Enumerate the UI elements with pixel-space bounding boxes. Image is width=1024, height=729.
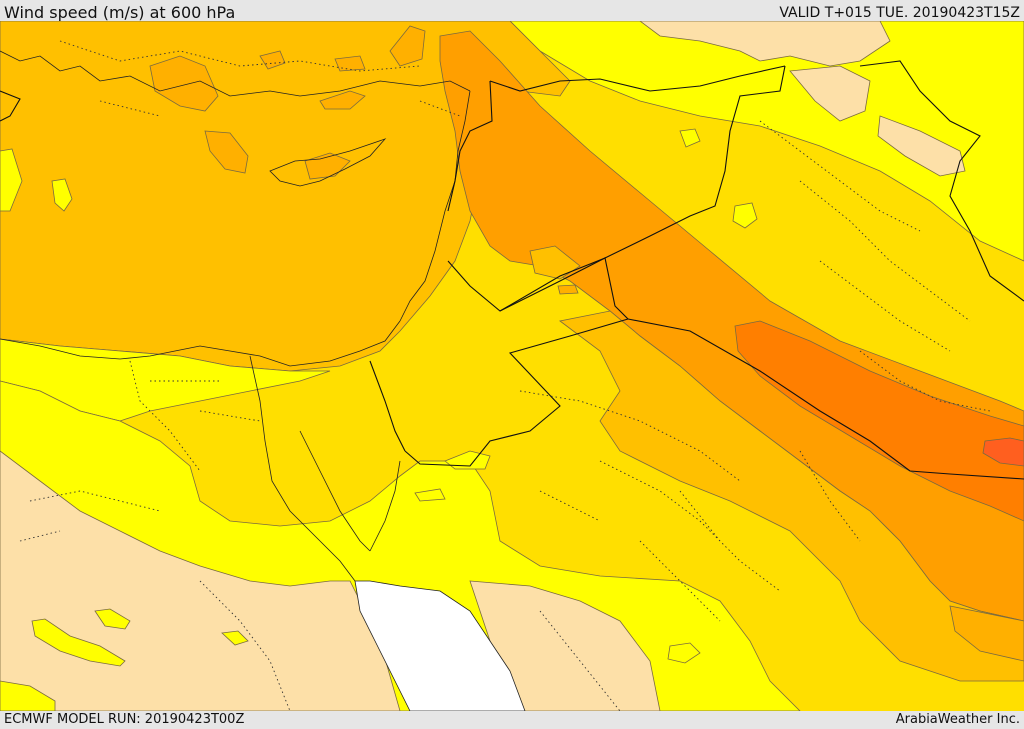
border-syria-lebanon xyxy=(447,80,493,212)
contour-orange-south xyxy=(949,605,1024,662)
border-turkey-syria xyxy=(489,65,786,92)
credit-label: ArabiaWeather Inc. xyxy=(895,712,1020,727)
footer-bar: ECMWF MODEL RUN: 20190423T00Z ArabiaWeat… xyxy=(0,711,1024,729)
contour-yellow-blob-3 xyxy=(221,630,249,646)
subdivision-lines-saudi xyxy=(519,390,861,622)
coastline-cyprus xyxy=(269,138,387,187)
contour-yellow-blob-2 xyxy=(94,608,131,630)
contour-orange-patch-7 xyxy=(334,55,366,72)
border-jordan xyxy=(404,257,630,467)
contour-yellow-blob-4 xyxy=(0,680,56,711)
contour-orange-patch-1 xyxy=(149,55,219,112)
coastline-gulf-suez xyxy=(299,430,371,552)
subdivision-lines-iraq xyxy=(759,120,991,412)
contour-yellow-blob-1 xyxy=(31,618,126,667)
coastline-egypt xyxy=(0,320,401,367)
contour-orange-pocket xyxy=(557,284,579,295)
contour-light-iraq xyxy=(789,65,871,122)
red-sea xyxy=(354,580,526,711)
contour-orange-patch-2 xyxy=(204,130,249,174)
contour-orange-patch-6 xyxy=(259,50,286,70)
contour-darkorange-core xyxy=(734,320,1024,522)
coastline-turkey xyxy=(0,50,471,97)
contour-light-iraq2 xyxy=(877,115,966,177)
border-iraq-saudi xyxy=(627,318,1024,480)
title-bar: Wind speed (m/s) at 600 hPa VALID T+015 … xyxy=(0,0,1024,22)
border-syria-iraq xyxy=(499,65,786,312)
contour-yellow-blob-7 xyxy=(679,128,701,148)
valid-time-label: VALID T+015 TUE. 20190423T15Z xyxy=(779,5,1020,21)
contour-yellow-northeast xyxy=(509,21,1024,262)
border-iraq-iran xyxy=(859,60,1024,302)
contour-yellow-blob-5 xyxy=(732,202,758,229)
model-run-label: ECMWF MODEL RUN: 20190423T00Z xyxy=(4,712,245,727)
contour-yellow-blob-6 xyxy=(667,642,701,664)
coastline-nile xyxy=(249,355,356,582)
contour-orange-patch-5 xyxy=(319,90,366,110)
contour-orange-patch-3 xyxy=(389,25,426,67)
map-title: Wind speed (m/s) at 600 hPa xyxy=(4,3,236,22)
wind-speed-map[interactable] xyxy=(0,21,1024,711)
border-greece xyxy=(0,90,21,122)
subdivision-lines-sudan xyxy=(199,580,621,711)
subdivision-lines-turkey xyxy=(59,40,461,117)
coastline-levant xyxy=(399,90,471,322)
coastline-gulf-aqaba xyxy=(369,460,401,552)
contour-yellow-patch-1 xyxy=(51,178,73,212)
contour-amber-south xyxy=(559,310,1024,682)
contour-yellow-patch-2 xyxy=(0,148,23,212)
contour-yellow-blob-9 xyxy=(414,488,446,502)
border-egypt-israel xyxy=(369,360,406,452)
contour-redorange-spot xyxy=(982,437,1024,467)
contour-light-north xyxy=(639,21,891,67)
